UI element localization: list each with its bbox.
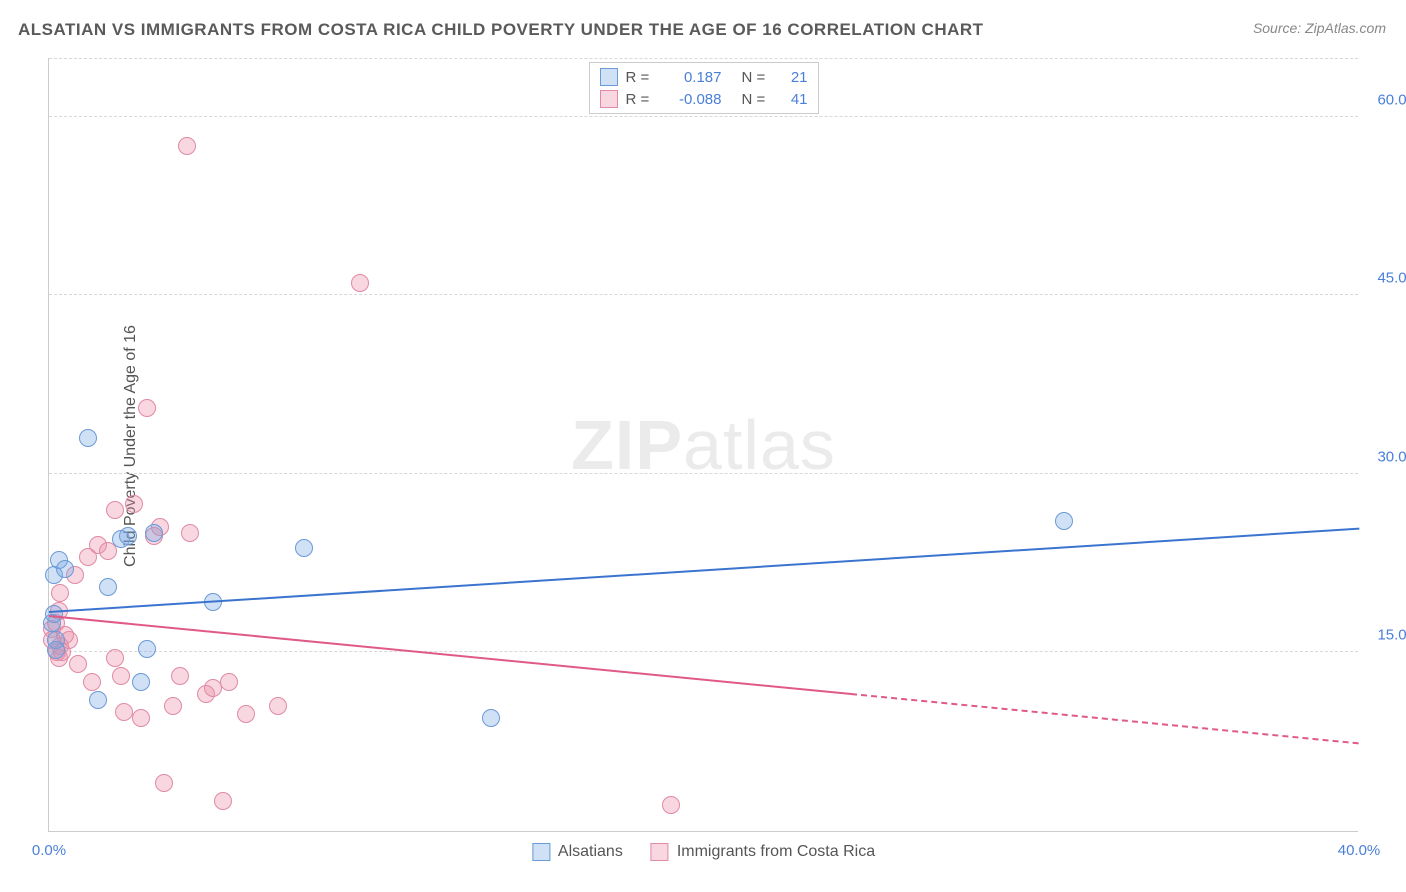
correlation-legend: R = 0.187 N = 21 R = -0.088 N = 41 <box>589 62 819 114</box>
data-point <box>83 673 101 691</box>
data-point <box>99 578 117 596</box>
data-point <box>178 137 196 155</box>
data-point <box>1055 512 1073 530</box>
data-point <box>351 274 369 292</box>
gridline <box>49 116 1358 117</box>
y-tick-label: 15.0% <box>1377 627 1406 644</box>
data-point <box>155 774 173 792</box>
data-point <box>237 705 255 723</box>
gridline <box>49 473 1358 474</box>
gridline <box>49 294 1358 295</box>
data-point <box>269 697 287 715</box>
data-point <box>138 640 156 658</box>
data-point <box>69 655 87 673</box>
data-point <box>106 501 124 519</box>
data-point <box>132 709 150 727</box>
source-attribution: Source: ZipAtlas.com <box>1253 20 1386 36</box>
gridline <box>49 58 1358 59</box>
trend-line <box>49 528 1359 613</box>
data-point <box>47 641 65 659</box>
y-tick-label: 45.0% <box>1377 270 1406 287</box>
legend-row-alsatians: R = 0.187 N = 21 <box>600 66 808 88</box>
trend-line <box>49 615 852 695</box>
data-point <box>171 667 189 685</box>
series-legend: Alsatians Immigrants from Costa Rica <box>532 843 875 861</box>
legend-item-immigrants: Immigrants from Costa Rica <box>651 843 875 861</box>
legend-row-immigrants: R = -0.088 N = 41 <box>600 88 808 110</box>
data-point <box>295 539 313 557</box>
y-tick-label: 60.0% <box>1377 91 1406 108</box>
legend-item-alsatians: Alsatians <box>532 843 623 861</box>
x-tick-label: 0.0% <box>32 842 66 859</box>
chart-title: ALSATIAN VS IMMIGRANTS FROM COSTA RICA C… <box>18 20 984 40</box>
swatch-immigrants <box>651 843 669 861</box>
trend-line <box>851 693 1359 744</box>
swatch-alsatians <box>600 68 618 86</box>
data-point <box>119 527 137 545</box>
data-point <box>138 399 156 417</box>
x-tick-label: 40.0% <box>1338 842 1381 859</box>
swatch-immigrants <box>600 90 618 108</box>
gridline <box>49 651 1358 652</box>
data-point <box>51 584 69 602</box>
data-point <box>164 697 182 715</box>
data-point <box>204 679 222 697</box>
y-tick-label: 30.0% <box>1377 448 1406 465</box>
data-point <box>482 709 500 727</box>
data-point <box>125 495 143 513</box>
data-point <box>56 560 74 578</box>
scatter-chart: ZIPatlas R = 0.187 N = 21 R = -0.088 N =… <box>48 58 1358 832</box>
data-point <box>79 429 97 447</box>
data-point <box>181 524 199 542</box>
data-point <box>115 703 133 721</box>
data-point <box>106 649 124 667</box>
data-point <box>89 691 107 709</box>
data-point <box>112 667 130 685</box>
data-point <box>214 792 232 810</box>
data-point <box>145 524 163 542</box>
data-point <box>132 673 150 691</box>
data-point <box>220 673 238 691</box>
swatch-alsatians <box>532 843 550 861</box>
data-point <box>662 796 680 814</box>
data-point <box>45 605 63 623</box>
